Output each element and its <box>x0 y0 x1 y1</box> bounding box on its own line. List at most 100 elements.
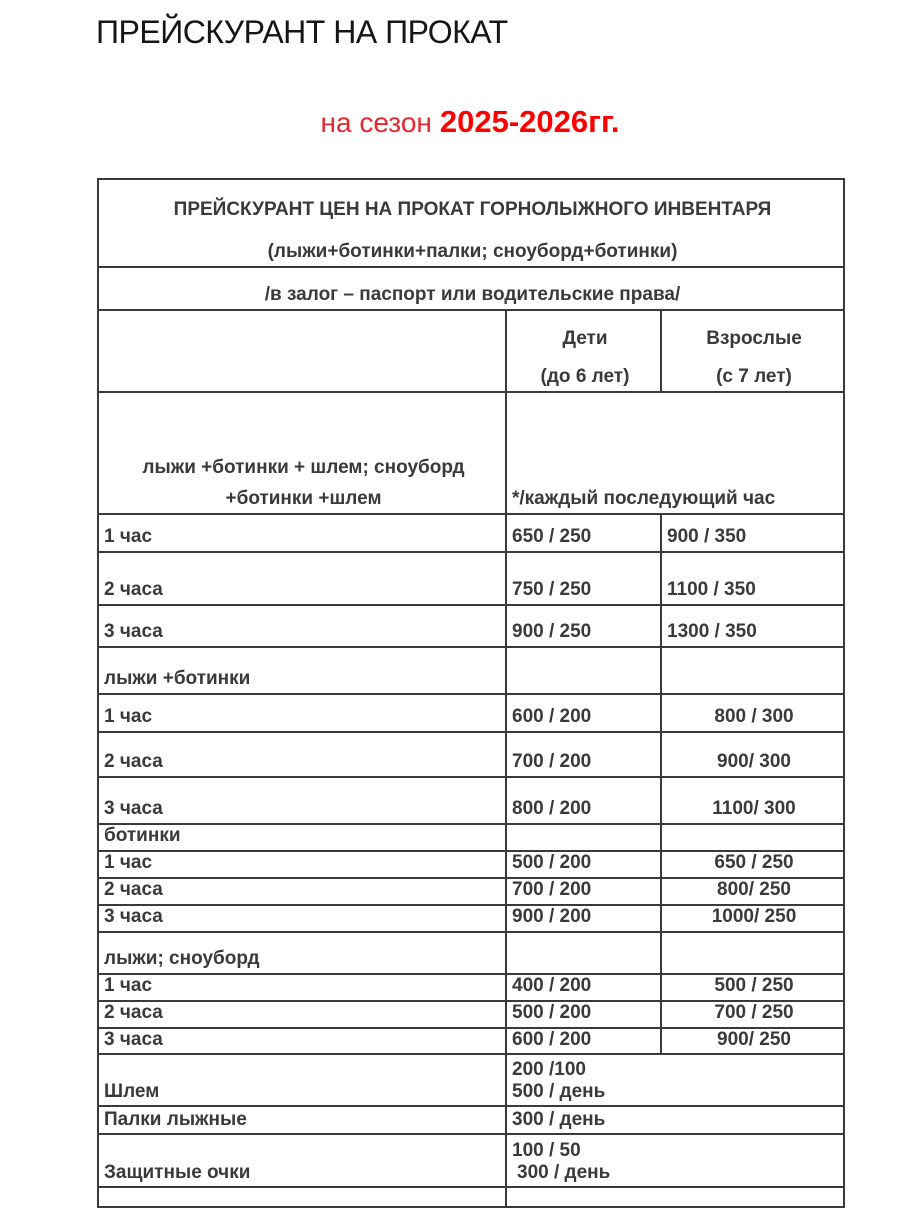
extra-row: Защитные очки 100 / 50 300 / день <box>97 1133 845 1189</box>
duration-cell: 2 часа <box>97 730 507 778</box>
adults-price-cell: 900/ 250 <box>660 1026 845 1056</box>
bundle-title-cell: лыжи +ботинки + шлем; сноуборд +ботинки … <box>97 390 507 515</box>
duration-cell: 1 час <box>97 849 507 879</box>
adults-price-cell: 1100/ 300 <box>660 775 845 825</box>
children-price-cell: 600 / 200 <box>505 1026 662 1056</box>
price-row: 1 час 400 / 200 500 / 250 <box>97 972 845 1002</box>
section-title-cell: лыжи; сноуборд <box>97 930 507 975</box>
section-title-cell: ботинки <box>97 822 507 852</box>
duration-cell: 1 час <box>97 692 507 733</box>
price-row: 1 час 650 / 250 900 / 350 <box>97 512 845 553</box>
section-title-cell: лыжи +ботинки <box>97 645 507 695</box>
extra-value-cell: 200 /100 500 / день <box>505 1053 845 1108</box>
season-subtitle: на сезон 2025-2026гг. <box>97 103 843 139</box>
extra-value-line1: 200 /100 <box>512 1058 586 1080</box>
extra-value-line1: 300 / день <box>512 1108 606 1130</box>
adults-price-cell: 1100 / 350 <box>660 550 845 606</box>
price-row: 1 час 600 / 200 800 / 300 <box>97 692 845 733</box>
children-price-cell: 700 / 200 <box>505 730 662 778</box>
children-price-cell: 900 / 200 <box>505 903 662 933</box>
partial-row <box>97 1186 845 1208</box>
extra-value-line1: 100 / 50 <box>512 1139 581 1161</box>
duration-cell: 2 часа <box>97 550 507 606</box>
extra-value-cell: 300 / день <box>505 1105 845 1136</box>
section-row: лыжи +ботинки <box>97 645 845 695</box>
table-title-cell: ПРЕЙСКУРАНТ ЦЕН НА ПРОКАТ ГОРНОЛЫЖНОГО И… <box>97 177 845 268</box>
table-title-line1: ПРЕЙСКУРАНТ ЦЕН НА ПРОКАТ ГОРНОЛЫЖНОГО И… <box>173 199 772 221</box>
duration-cell: 2 часа <box>97 876 507 906</box>
children-price-cell: 900 / 250 <box>505 603 662 648</box>
extra-label-cell: Защитные очки <box>97 1133 507 1189</box>
children-column-header: Дети (до 6 лет) <box>505 308 662 393</box>
adults-price-cell: 1300 / 350 <box>660 603 845 648</box>
extra-label-cell: Палки лыжные <box>97 1105 507 1136</box>
children-header-line1: Дети <box>562 328 608 350</box>
price-row: 2 часа 700 / 200 900/ 300 <box>97 730 845 778</box>
table-title-line2: (лыжи+ботинки+палки; сноуборд+ботинки) <box>267 241 678 263</box>
duration-cell: 1 час <box>97 972 507 1002</box>
page-title: ПРЕЙСКУРАНТ НА ПРОКАТ <box>96 14 508 50</box>
section-row: лыжи; сноуборд <box>97 930 845 975</box>
adults-price-cell: 1000/ 250 <box>660 903 845 933</box>
duration-cell: 3 часа <box>97 775 507 825</box>
duration-cell: 1 час <box>97 512 507 553</box>
adults-price-cell: 700 / 250 <box>660 999 845 1029</box>
price-row: 3 часа 800 / 200 1100/ 300 <box>97 775 845 825</box>
empty-cell <box>660 930 845 975</box>
extra-value-line2: 500 / день <box>512 1080 606 1102</box>
children-price-cell: 600 / 200 <box>505 692 662 733</box>
price-row: 3 часа 600 / 200 900/ 250 <box>97 1026 845 1056</box>
empty-cell <box>505 930 662 975</box>
table-title-row: ПРЕЙСКУРАНТ ЦЕН НА ПРОКАТ ГОРНОЛЫЖНОГО И… <box>97 177 845 268</box>
bundle-row: лыжи +ботинки + шлем; сноуборд +ботинки … <box>97 390 845 515</box>
price-row: 3 часа 900 / 250 1300 / 350 <box>97 603 845 648</box>
duration-cell: 3 часа <box>97 903 507 933</box>
duration-cell: 3 часа <box>97 1026 507 1056</box>
extra-row: Шлем 200 /100 500 / день <box>97 1053 845 1108</box>
adults-header-line2: (с 7 лет) <box>716 366 792 388</box>
adults-price-cell: 800/ 250 <box>660 876 845 906</box>
price-row: 2 часа 750 / 250 1100 / 350 <box>97 550 845 606</box>
duration-cell: 2 часа <box>97 999 507 1029</box>
price-row: 3 часа 900 / 200 1000/ 250 <box>97 903 845 933</box>
price-row: 2 часа 700 / 200 800/ 250 <box>97 876 845 906</box>
duration-cell: 3 часа <box>97 603 507 648</box>
children-price-cell: 400 / 200 <box>505 972 662 1002</box>
extra-value-cell: 100 / 50 300 / день <box>505 1133 845 1189</box>
children-header-line2: (до 6 лет) <box>540 366 630 388</box>
hourly-note: */каждый последующий час <box>505 390 845 515</box>
pledge-note: /в залог – паспорт или водительские прав… <box>97 265 845 311</box>
adults-header-line1: Взрослые <box>706 328 802 350</box>
column-header-row: Дети (до 6 лет) Взрослые (с 7 лет) <box>97 308 845 393</box>
empty-cell <box>660 822 845 852</box>
price-row: 2 часа 500 / 200 700 / 250 <box>97 999 845 1029</box>
extra-label-cell: Шлем <box>97 1053 507 1108</box>
empty-cell <box>505 645 662 695</box>
price-table: ПРЕЙСКУРАНТ ЦЕН НА ПРОКАТ ГОРНОЛЫЖНОГО И… <box>97 177 845 1208</box>
bundle-title-line1: лыжи +ботинки + шлем; сноуборд <box>142 457 465 479</box>
children-price-cell: 800 / 200 <box>505 775 662 825</box>
children-price-cell: 750 / 250 <box>505 550 662 606</box>
empty-cell <box>505 822 662 852</box>
empty-cell <box>97 308 507 393</box>
children-price-cell: 500 / 200 <box>505 999 662 1029</box>
extra-value-line2: 300 / день <box>517 1161 611 1183</box>
pledge-row: /в залог – паспорт или водительские прав… <box>97 265 845 311</box>
children-price-cell: 500 / 200 <box>505 849 662 879</box>
adults-column-header: Взрослые (с 7 лет) <box>660 308 845 393</box>
season-years: 2025-2026гг. <box>439 103 620 139</box>
adults-price-cell: 900 / 350 <box>660 512 845 553</box>
section-row: ботинки <box>97 822 845 852</box>
children-price-cell: 650 / 250 <box>505 512 662 553</box>
empty-cell <box>505 1186 845 1208</box>
empty-cell <box>97 1186 507 1208</box>
empty-cell <box>660 645 845 695</box>
adults-price-cell: 500 / 250 <box>660 972 845 1002</box>
season-prefix: на сезон <box>320 106 432 138</box>
extra-row: Палки лыжные 300 / день <box>97 1105 845 1136</box>
adults-price-cell: 650 / 250 <box>660 849 845 879</box>
bundle-title-line2: +ботинки +шлем <box>225 488 382 510</box>
children-price-cell: 700 / 200 <box>505 876 662 906</box>
price-row: 1 час 500 / 200 650 / 250 <box>97 849 845 879</box>
adults-price-cell: 900/ 300 <box>660 730 845 778</box>
